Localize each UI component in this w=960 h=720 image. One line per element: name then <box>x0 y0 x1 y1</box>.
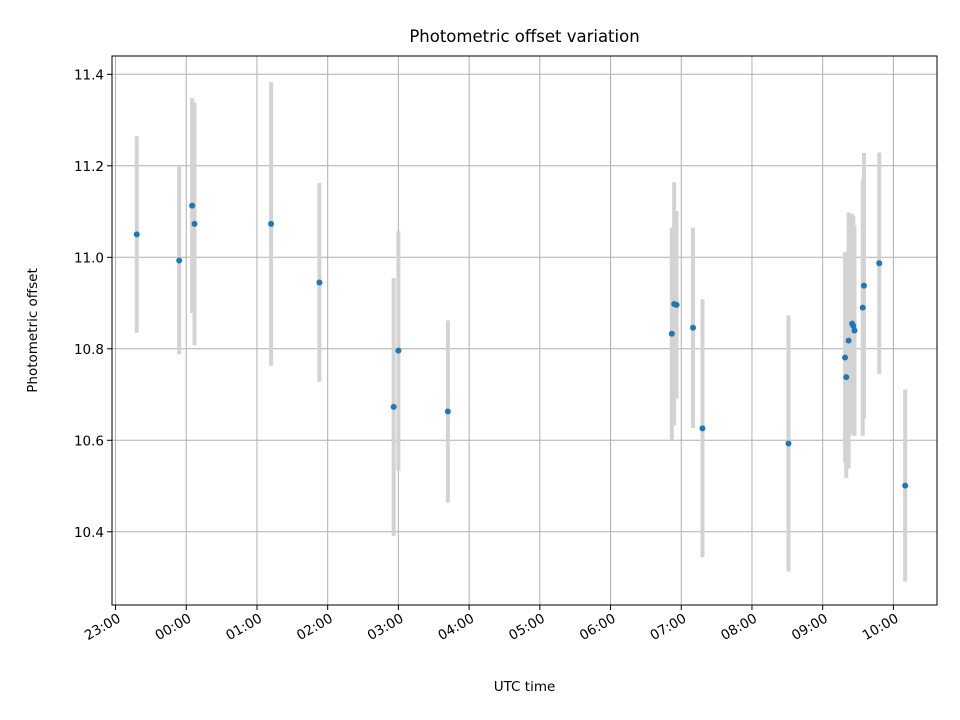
y-axis-label: Photometric offset <box>25 268 41 392</box>
data-point <box>690 324 697 331</box>
data-point <box>191 220 198 227</box>
x-axis-label: UTC time <box>494 679 556 695</box>
data-point <box>850 322 857 329</box>
data-point <box>699 425 706 432</box>
data-point <box>845 337 852 344</box>
y-tick-label: 10.8 <box>74 342 104 358</box>
y-tick-label: 10.4 <box>74 525 104 541</box>
data-point <box>785 440 792 447</box>
y-tick-label: 11.2 <box>74 159 104 175</box>
data-point <box>851 327 858 334</box>
data-point <box>860 282 867 289</box>
data-point <box>189 202 196 209</box>
chart-title: Photometric offset variation <box>409 27 639 46</box>
data-point <box>176 257 183 264</box>
data-point <box>268 220 275 227</box>
data-point <box>316 279 323 286</box>
data-point <box>668 330 675 337</box>
grid <box>112 56 937 605</box>
data-point <box>843 374 850 381</box>
y-axis-ticks: 10.4 10.6 10.8 11.0 11.2 11.4 <box>74 67 112 541</box>
data-point <box>859 304 866 311</box>
y-tick-label: 11.0 <box>74 250 104 266</box>
plot-frame <box>111 55 938 606</box>
data-point <box>444 408 451 415</box>
data-point <box>842 354 849 361</box>
data-points <box>133 202 909 489</box>
data-point <box>390 403 397 410</box>
data-point <box>902 482 909 489</box>
y-tick-label: 11.4 <box>74 67 104 83</box>
y-tick-label: 10.6 <box>74 433 104 449</box>
data-point <box>395 347 402 354</box>
data-point <box>133 231 140 238</box>
data-point <box>876 260 883 267</box>
data-point <box>673 301 680 308</box>
